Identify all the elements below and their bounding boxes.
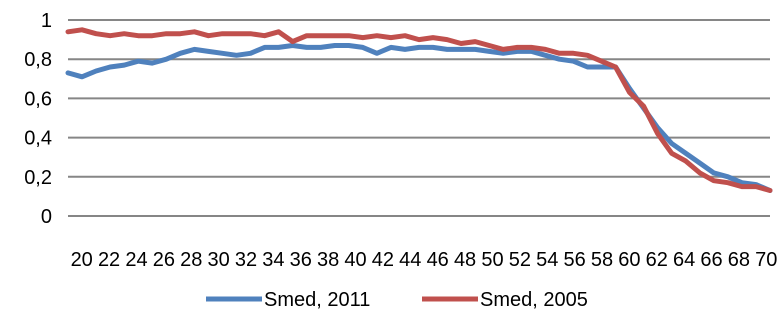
x-tick-label: 60 (618, 249, 640, 271)
x-tick-label: 34 (262, 249, 284, 271)
y-tick-label: 0,8 (24, 49, 52, 71)
legend-label: Smed, 2005 (480, 289, 588, 311)
x-tick-label: 46 (427, 249, 449, 271)
legend: Smed, 2011 Smed, 2005 (206, 289, 588, 311)
x-tick-label: 62 (646, 249, 668, 271)
series-line-0 (65, 43, 773, 193)
x-tick-label: 44 (399, 249, 421, 271)
x-tick-label: 70 (755, 249, 777, 271)
y-tick-label: 0 (41, 206, 52, 228)
x-tick-label: 20 (71, 249, 93, 271)
x-tick-label: 58 (591, 249, 613, 271)
legend-label: Smed, 2011 (264, 289, 370, 311)
x-tick-label: 68 (728, 249, 750, 271)
series (65, 27, 773, 193)
x-tick-label: 64 (673, 249, 695, 271)
x-tick-label: 50 (481, 249, 503, 271)
x-tick-label: 22 (98, 249, 120, 271)
x-tick-label: 66 (700, 249, 722, 271)
x-tick-label: 24 (125, 249, 147, 271)
gridlines (68, 19, 770, 217)
x-tick-label: 56 (563, 249, 585, 271)
x-tick-label: 36 (290, 249, 312, 271)
x-tick-label: 26 (153, 249, 175, 271)
x-tick-label: 38 (317, 249, 339, 271)
axes: 0 0,2 0,4 0,6 0,8 1 20 22 24 26 28 30 32 34 36 38 40 42 44… (24, 10, 777, 271)
x-tick-label: 28 (180, 249, 202, 271)
y-tick-label: 0,4 (24, 128, 52, 150)
x-tick-label: 30 (207, 249, 229, 271)
y-tick-label: 1 (41, 10, 52, 32)
x-tick-label: 52 (509, 249, 531, 271)
x-tick-label: 40 (344, 249, 366, 271)
series-line-1 (65, 27, 773, 193)
x-tick-label: 32 (235, 249, 257, 271)
x-tick-label: 42 (372, 249, 394, 271)
y-tick-label: 0,2 (24, 167, 52, 189)
y-tick-label: 0,6 (24, 88, 52, 110)
x-tick-label: 48 (454, 249, 476, 271)
x-tick-label: 54 (536, 249, 558, 271)
